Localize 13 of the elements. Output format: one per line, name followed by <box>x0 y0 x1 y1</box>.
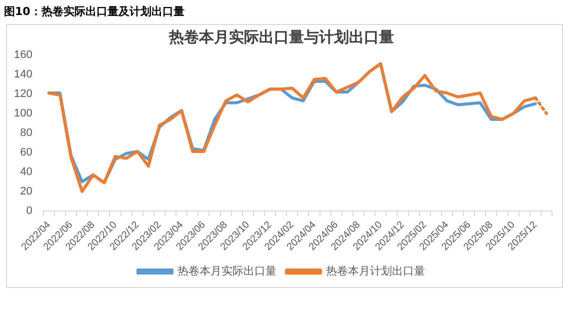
y-tick-label: 40 <box>20 166 32 178</box>
y-tick-label: 60 <box>20 146 32 159</box>
y-tick-label: 80 <box>20 127 32 140</box>
y-tick-label: 20 <box>20 185 32 198</box>
y-tick-label: 0 <box>26 204 32 217</box>
legend-label: 热卷本月实际出口量 <box>178 264 276 278</box>
caption: 图10：热卷实际出口量及计划出口量 <box>4 4 184 19</box>
chart-title: 热卷本月实际出口量与计划出口量 <box>168 28 394 46</box>
y-tick-label: 140 <box>14 68 32 81</box>
y-tick-label: 100 <box>14 108 32 120</box>
y-tick-label: 120 <box>14 88 32 100</box>
legend-label: 热卷本月计划出口量 <box>326 264 425 278</box>
y-tick-label: 160 <box>14 49 32 62</box>
